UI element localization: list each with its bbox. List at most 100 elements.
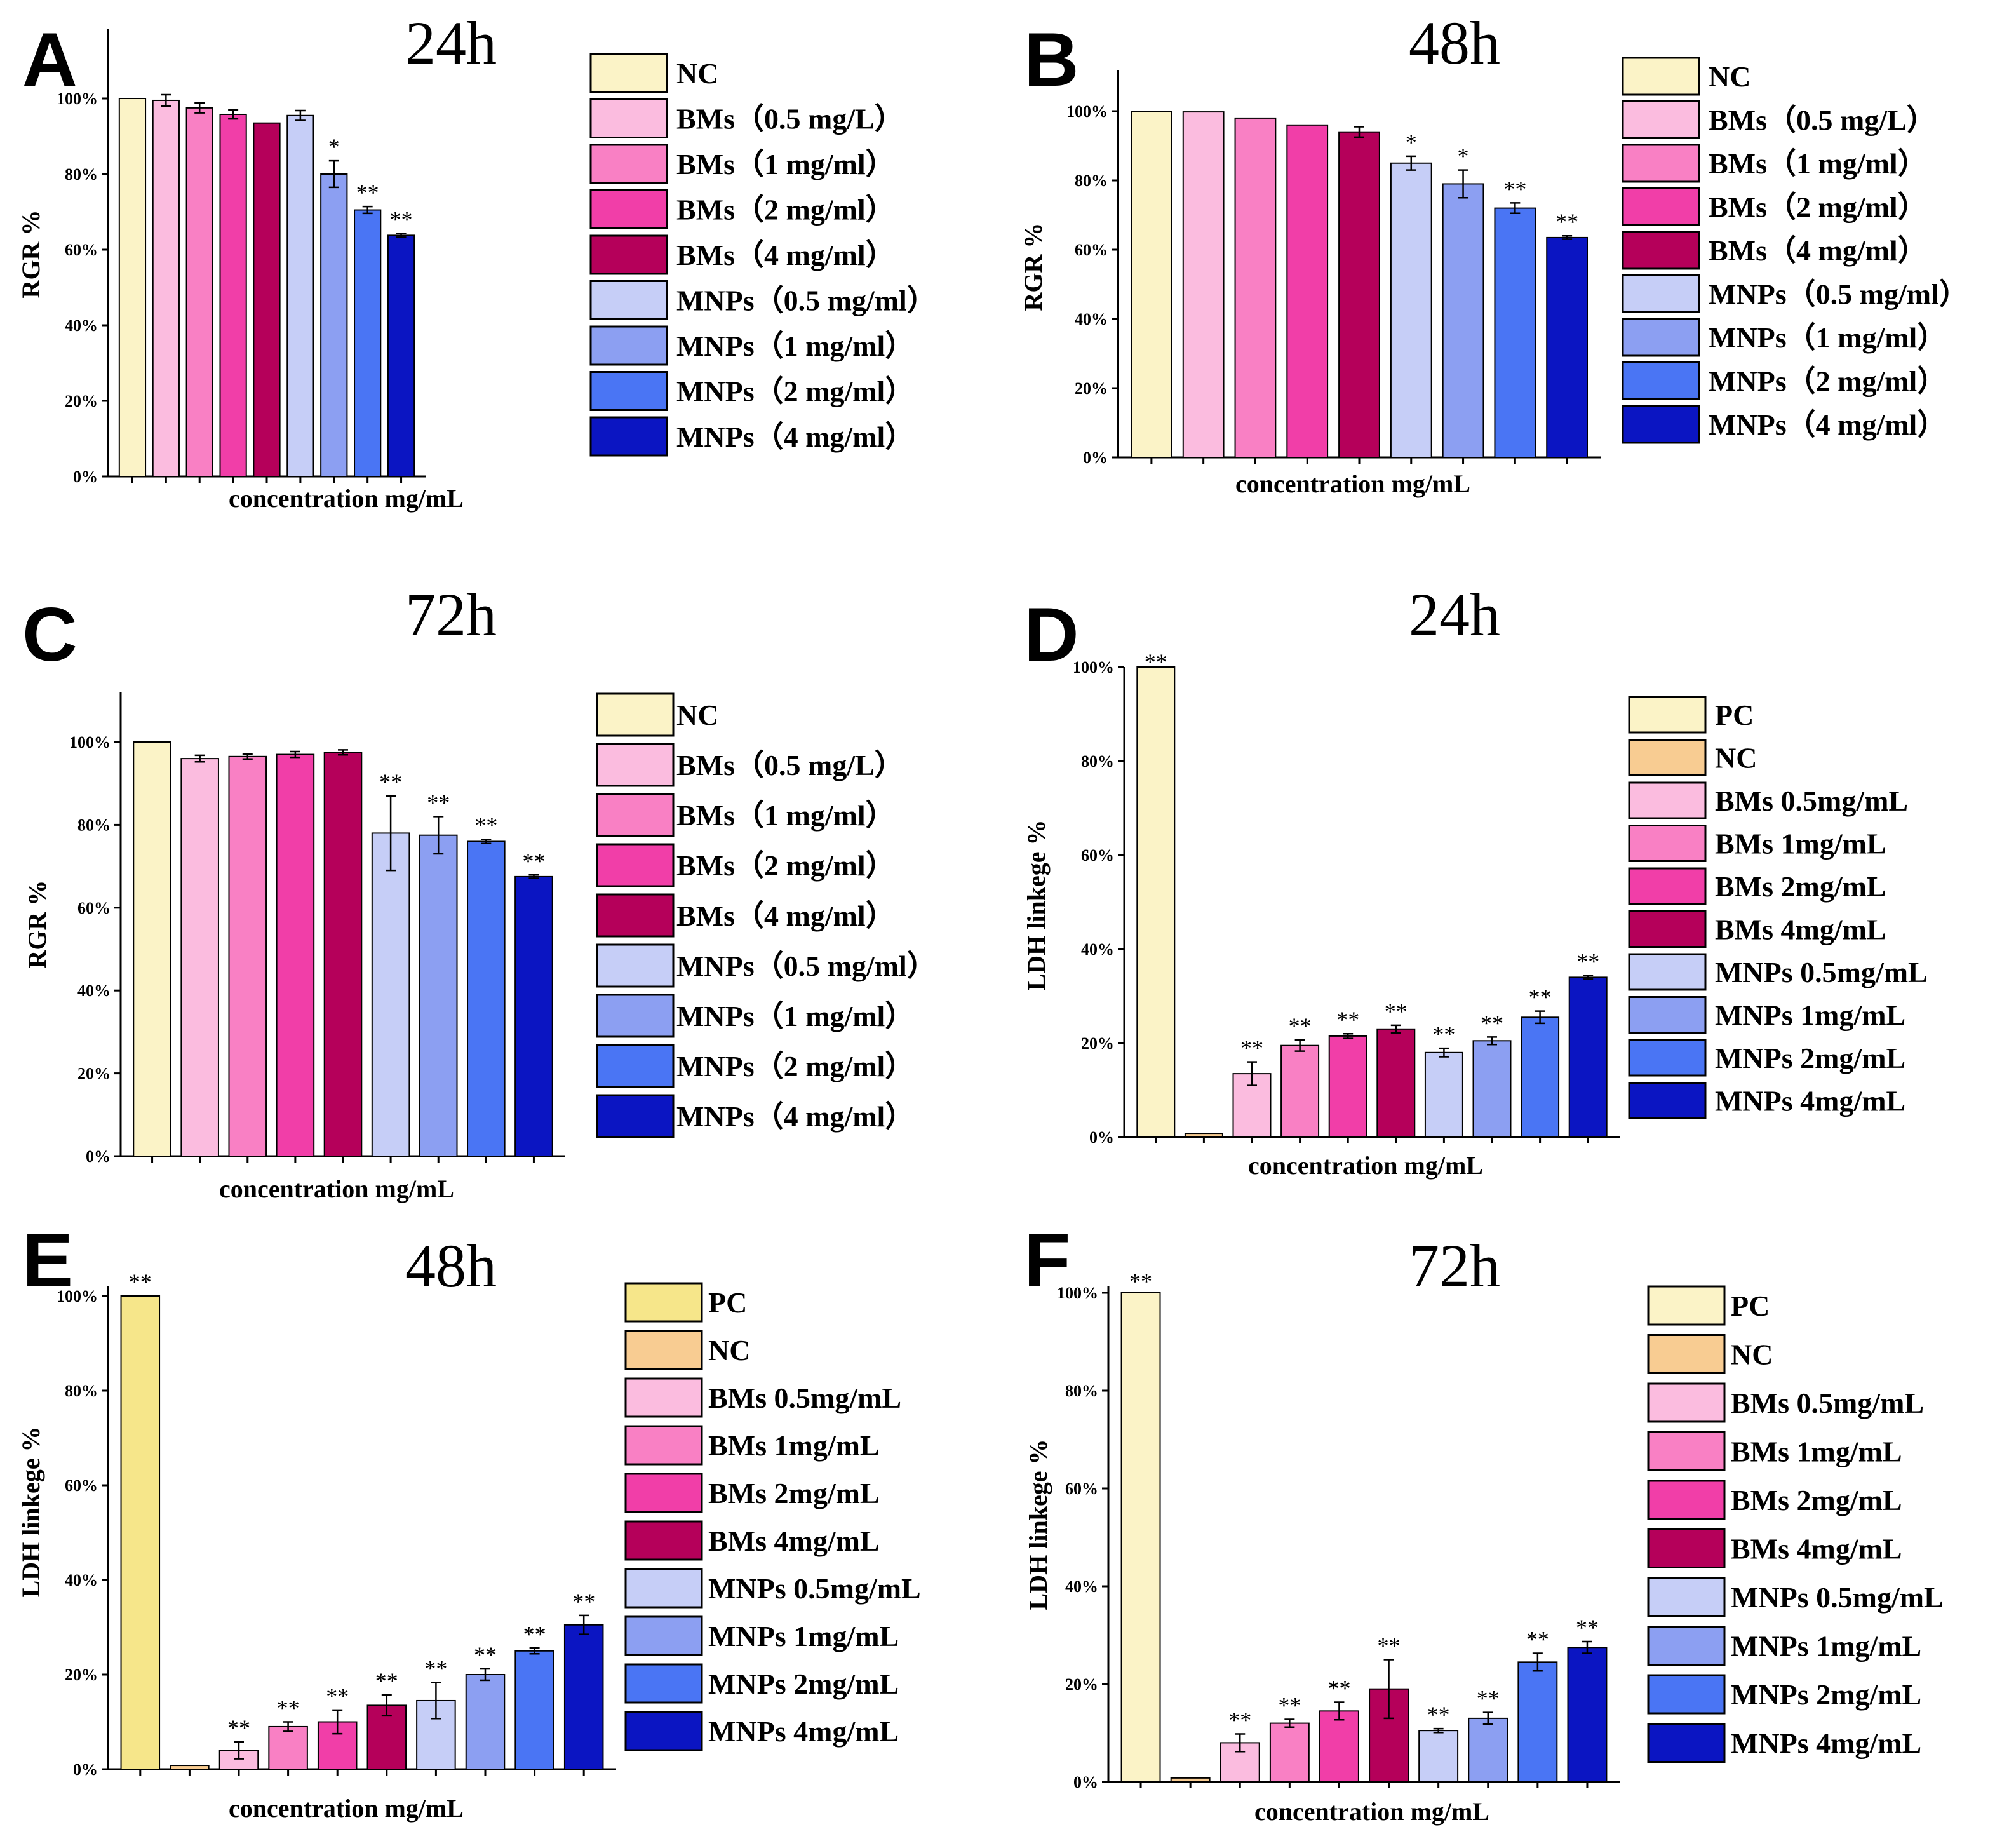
legend-label: BMs（4 mg/ml） (1709, 234, 1927, 267)
panel-letter: F (1024, 1218, 1070, 1303)
significance-label: ** (427, 790, 450, 815)
bar (1234, 117, 1277, 458)
bar (514, 1650, 554, 1770)
y-tick-label: 0% (86, 1147, 111, 1166)
legend-label: MNPs 0.5mg/mL (1715, 956, 1928, 988)
legend-label: BMs 2mg/mL (1715, 870, 1886, 903)
legend-label: BMs 0.5mg/mL (1731, 1387, 1924, 1419)
significance-label: ** (1555, 209, 1578, 234)
legend-swatch (1647, 1626, 1726, 1666)
significance-label: ** (375, 1668, 398, 1694)
y-tick-label: 20% (77, 1065, 111, 1083)
y-tick-label: 100% (1073, 658, 1114, 677)
legend-label: BMs 0.5mg/mL (1715, 785, 1908, 817)
legend-swatch (624, 1473, 703, 1513)
significance-label: ** (572, 1589, 595, 1614)
legend-swatch (1647, 1723, 1726, 1763)
legend-label: BMs 1mg/mL (708, 1429, 880, 1462)
bar (387, 234, 415, 477)
chart-title: 48h (405, 1232, 497, 1300)
legend-label: MNPs（1 mg/ml） (676, 330, 914, 362)
bar (563, 1624, 604, 1770)
legend-label: MNPs（2 mg/ml） (676, 375, 914, 408)
legend-label: BMs 2mg/mL (708, 1477, 880, 1509)
bar (268, 1725, 308, 1770)
legend-label: BMs（2 mg/ml） (1709, 191, 1927, 224)
significance-label: ** (1427, 1702, 1450, 1727)
legend-label: BMs（0.5 mg/L） (1709, 104, 1936, 137)
legend-label: MNPs（1 mg/ml） (676, 1000, 914, 1032)
y-tick-label: 0% (73, 468, 98, 486)
legend-swatch (1647, 1431, 1726, 1471)
legend-swatch (624, 1282, 703, 1323)
y-tick-label: 80% (77, 816, 111, 834)
bar (419, 834, 458, 1157)
bar (1442, 183, 1484, 458)
y-tick-label: 0% (1089, 1128, 1114, 1147)
legend-swatch (596, 1094, 675, 1138)
legend-swatch (624, 1711, 703, 1751)
bar (1494, 207, 1536, 458)
legend-label: PC (1715, 699, 1754, 731)
legend-swatch (624, 1568, 703, 1609)
significance-label: * (328, 134, 340, 159)
legend-label: MNPs（4 mg/ml） (676, 421, 914, 453)
chart-title: 24h (1409, 581, 1500, 649)
y-tick-label: 40% (1081, 940, 1114, 959)
y-tick-label: 20% (65, 392, 98, 410)
legend-label: BMs（0.5 mg/L） (676, 749, 904, 781)
y-tick-label: 80% (1081, 752, 1114, 771)
significance-label: ** (1289, 1013, 1312, 1039)
bar (1472, 1040, 1512, 1138)
legend-label: MNPs 0.5mg/mL (1731, 1581, 1944, 1614)
significance-label: ** (1576, 948, 1599, 974)
legend-label: BMs（2 mg/ml） (676, 849, 895, 882)
legend-label: MNPs（0.5 mg/ml） (676, 285, 936, 317)
legend-swatch (596, 743, 675, 787)
y-tick-label: 20% (65, 1666, 98, 1684)
legend-label: BMs（1 mg/ml） (1709, 147, 1927, 180)
legend-label: MNPs 4mg/mL (1731, 1727, 1921, 1760)
bar (1280, 1044, 1320, 1138)
y-tick-label: 60% (1081, 846, 1114, 865)
bar (1120, 1292, 1161, 1783)
legend-swatch (1622, 318, 1700, 357)
bar (1184, 1133, 1223, 1138)
bar (185, 107, 213, 477)
y-tick-label: 0% (73, 1760, 98, 1779)
x-axis-title: concentration mg/mL (229, 484, 464, 513)
chart-panel-a: A 24h 0% 20% 40% 60% 80% 100% RGR % concentration… (17, 9, 936, 513)
legend-label: MNPs 1mg/mL (1715, 999, 1905, 1032)
legend-label: MNPs（2 mg/ml） (676, 1050, 914, 1082)
y-tick-label: 60% (65, 1476, 98, 1495)
legend-swatch (1628, 910, 1707, 948)
legend-swatch (589, 280, 668, 320)
significance-label: ** (1327, 1675, 1350, 1701)
legend-swatch (1647, 1528, 1726, 1568)
bar (1376, 1028, 1416, 1138)
legend-swatch (624, 1377, 703, 1418)
legend-swatch (596, 843, 675, 887)
significance-label: ** (1145, 649, 1167, 675)
y-axis-title: LDH linkege % (1022, 820, 1051, 991)
chart-panel-d: D 24h 0% 20% 40% 60% 80% 100% LDH linkege % conce… (1022, 581, 1928, 1180)
legend-swatch (1622, 100, 1700, 139)
bar (354, 209, 382, 477)
bar (1286, 124, 1329, 459)
bar (1418, 1730, 1459, 1783)
y-tick-label: 100% (1066, 102, 1108, 121)
bar (170, 1765, 210, 1770)
legend-swatch (1628, 781, 1707, 819)
x-axis-title: concentration mg/mL (1248, 1151, 1483, 1180)
y-tick-label: 40% (1075, 310, 1108, 328)
legend-label: BMs 0.5mg/mL (708, 1382, 901, 1414)
chart-title: 24h (405, 9, 497, 77)
legend-swatch (596, 1044, 675, 1088)
y-tick-label: 100% (69, 733, 111, 752)
panel-letter: E (22, 1218, 73, 1303)
bar (120, 1295, 161, 1770)
legend-swatch (589, 189, 668, 229)
y-tick-label: 100% (57, 1287, 98, 1305)
legend-swatch (1647, 1577, 1726, 1617)
bar (253, 122, 281, 478)
